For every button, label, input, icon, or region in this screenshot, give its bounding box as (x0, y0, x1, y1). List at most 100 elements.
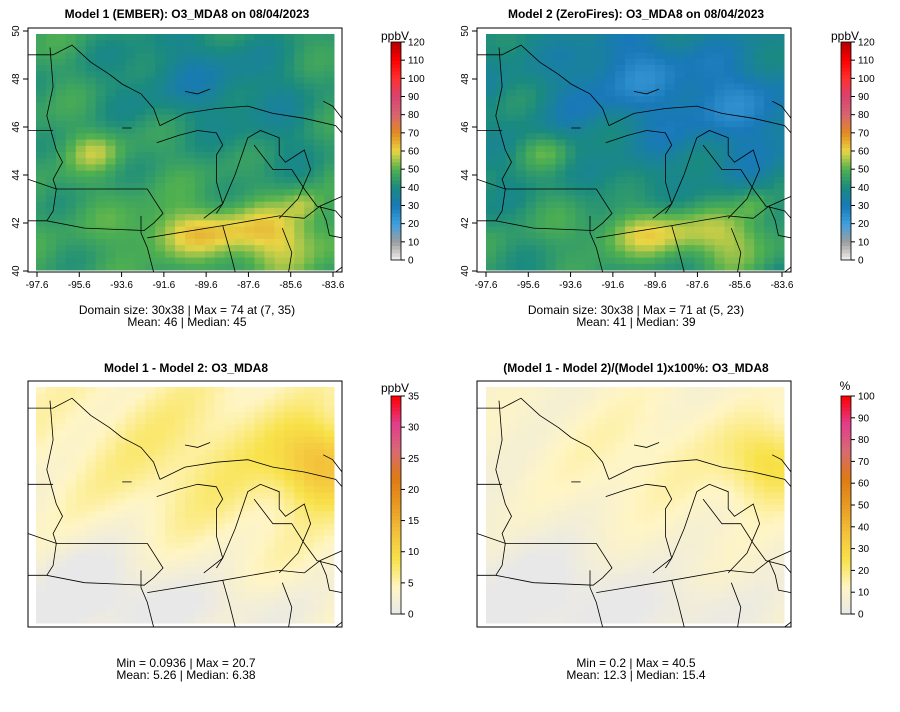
heatmap-cell (655, 617, 665, 624)
heatmap-cell (304, 430, 314, 437)
heatmap-cell (575, 573, 585, 580)
heatmap-cell (764, 573, 774, 580)
heatmap-cell (635, 493, 645, 500)
heatmap-cell (526, 140, 536, 147)
heatmap-cell (245, 40, 255, 47)
heatmap-cell (185, 424, 195, 431)
heatmap-cell (705, 152, 715, 159)
heatmap-cell (106, 437, 116, 444)
y-tick-label: 50 (460, 25, 471, 37)
heatmap-cell (76, 133, 86, 140)
heatmap-cell (714, 171, 724, 178)
heatmap-cell (314, 424, 324, 431)
heatmap-cell (304, 592, 314, 599)
heatmap-cell (754, 65, 764, 72)
heatmap-cell (145, 46, 155, 53)
heatmap-cell (595, 611, 605, 618)
heatmap-cell (96, 71, 106, 78)
heatmap-cell (655, 77, 665, 84)
colorbar-tick-label: 100 (408, 74, 425, 85)
heatmap-cell (245, 505, 255, 512)
heatmap-cell (774, 406, 784, 413)
heatmap-cell (314, 258, 324, 265)
heatmap-cell (165, 164, 175, 171)
heatmap-cell (155, 486, 165, 493)
heatmap-cell (245, 486, 255, 493)
heatmap-cell (675, 598, 685, 605)
heatmap-cell (245, 611, 255, 618)
heatmap-cell (225, 443, 235, 450)
heatmap-cell (36, 586, 46, 593)
heatmap-cell (695, 96, 705, 103)
heatmap-cell (675, 493, 685, 500)
heatmap-cell (665, 40, 675, 47)
heatmap-cell (145, 264, 155, 271)
heatmap-cell (255, 548, 265, 555)
heatmap-cell (304, 387, 314, 394)
heatmap-cell (685, 127, 695, 134)
heatmap-cell (314, 34, 324, 41)
colorbar-segment (841, 166, 851, 170)
heatmap-cell (235, 406, 245, 413)
heatmap-cell (536, 84, 546, 91)
heatmap-cell (135, 214, 145, 221)
heatmap-cell (125, 536, 135, 543)
heatmap-cell (284, 449, 294, 456)
heatmap-cell (486, 171, 496, 178)
heatmap-cell (36, 617, 46, 624)
heatmap-cell (155, 251, 165, 258)
heatmap-cell (744, 46, 754, 53)
heatmap-cell (506, 449, 516, 456)
heatmap-cell (695, 146, 705, 153)
heatmap-cell (304, 90, 314, 97)
heatmap-cell (526, 239, 536, 246)
heatmap-cell (135, 443, 145, 450)
heatmap-cell (744, 586, 754, 593)
heatmap-cell (625, 53, 635, 60)
heatmap-cell (724, 171, 734, 178)
heatmap-cell (255, 102, 265, 109)
heatmap-cell (575, 399, 585, 406)
y-tick-label: 46 (11, 121, 22, 133)
heatmap-cell (695, 245, 705, 252)
colorbar-segment (841, 231, 851, 235)
heatmap-cell (595, 592, 605, 599)
heatmap-cell (86, 604, 96, 611)
heatmap-cell (185, 548, 195, 555)
colorbar-segment (391, 516, 401, 520)
heatmap-cell (294, 449, 304, 456)
heatmap-cell (595, 251, 605, 258)
heatmap-cell (66, 586, 76, 593)
heatmap-cell (575, 443, 585, 450)
heatmap-cell (205, 499, 215, 506)
heatmap-cell (225, 164, 235, 171)
heatmap-cell (76, 77, 86, 84)
heatmap-cell (605, 34, 615, 41)
heatmap-cell (46, 164, 56, 171)
heatmap-cell (575, 46, 585, 53)
heatmap-cell (76, 202, 86, 209)
heatmap-cell (645, 239, 655, 246)
heatmap-cell (86, 437, 96, 444)
heatmap-cell (556, 586, 566, 593)
heatmap-cell (695, 46, 705, 53)
heatmap-cell (575, 195, 585, 202)
heatmap-cell (185, 511, 195, 518)
heatmap-cell (274, 586, 284, 593)
heatmap-cell (96, 455, 106, 462)
heatmap-cell (605, 195, 615, 202)
heatmap-cell (506, 480, 516, 487)
heatmap-cell (155, 548, 165, 555)
heatmap-cell (135, 195, 145, 202)
heatmap-cell (526, 121, 536, 128)
heatmap-cell (526, 195, 536, 202)
heatmap-cell (506, 53, 516, 60)
heatmap-cell (215, 183, 225, 190)
heatmap-cell (645, 46, 655, 53)
heatmap-cell (605, 152, 615, 159)
colorbar-segment (841, 603, 851, 607)
heatmap-cell (714, 71, 724, 78)
heatmap-cell (645, 592, 655, 599)
heatmap-cell (595, 399, 605, 406)
heatmap-cell (655, 115, 665, 122)
